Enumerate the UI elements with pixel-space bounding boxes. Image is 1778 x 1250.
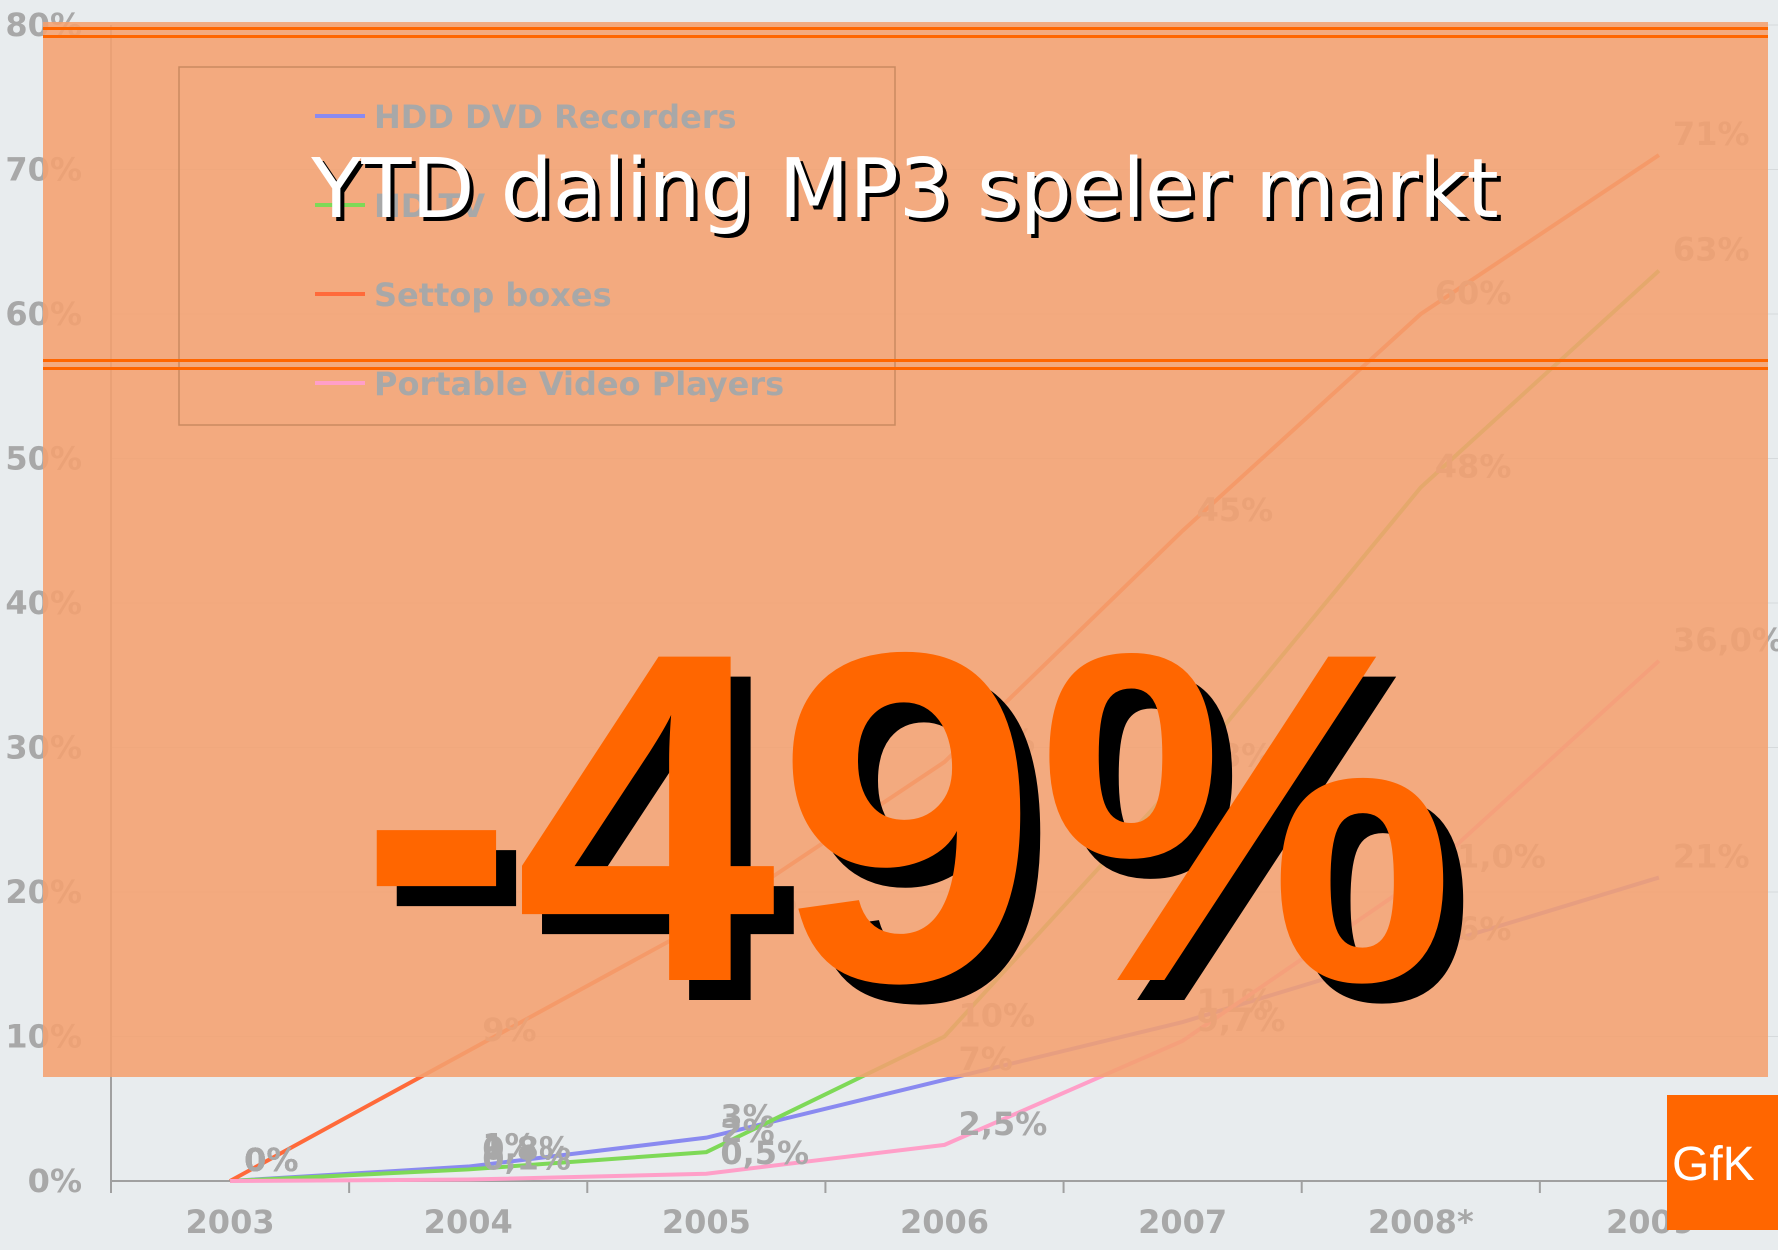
x-tick-label: 2005: [662, 1203, 751, 1241]
rule: [43, 27, 1768, 30]
annotation: -49%: [358, 555, 1455, 1080]
page: 0%10%20%30%40%50%60%70%80%20032004200520…: [0, 0, 1778, 1250]
slide: 0%10%20%30%40%50%60%70%80%20032004200520…: [0, 0, 1778, 1250]
x-tick-label: 2006: [900, 1203, 989, 1241]
data-label: 2,5%: [959, 1105, 1048, 1143]
y-tick-label: 0%: [28, 1162, 82, 1200]
rule: [43, 367, 1768, 370]
data-label: 0,5%: [720, 1134, 809, 1172]
rule: [43, 359, 1768, 362]
x-tick-label: 2004: [424, 1203, 513, 1241]
x-tick-label: 2007: [1138, 1203, 1227, 1241]
x-tick-label: 2008*: [1368, 1203, 1474, 1241]
logo: GfK: [1672, 1138, 1755, 1191]
x-tick-label: 2003: [186, 1203, 275, 1241]
legend-label: Portable Video Players: [374, 365, 784, 403]
data-label: 0,1%: [482, 1140, 571, 1178]
legend-label: HDD DVD Recorders: [374, 98, 737, 136]
data-label: 0%: [244, 1141, 298, 1179]
rule: [43, 35, 1768, 38]
legend-label: Settop boxes: [374, 276, 612, 314]
chart-title: YTD daling MP3 speler markt: [310, 142, 1498, 237]
